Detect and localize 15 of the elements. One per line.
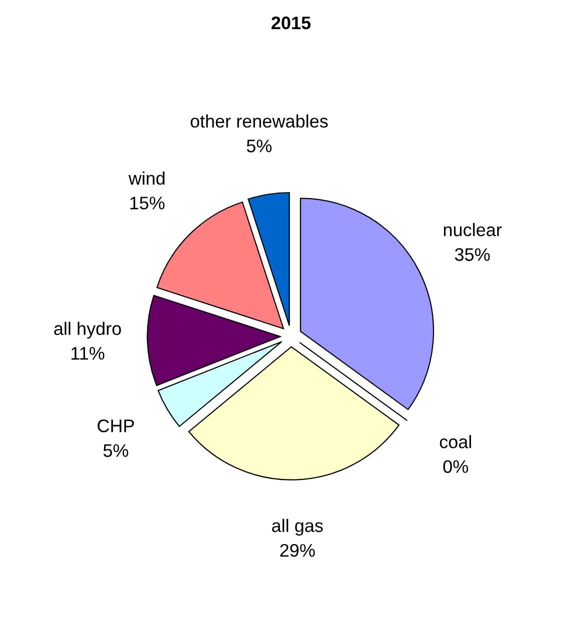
chart-title: 2015 [272,16,311,30]
data-label: 29% [280,544,315,557]
category-label: coal [440,435,472,448]
data-label: 5% [246,140,272,152]
slice-label: CHP [98,419,134,432]
data-label: 5% [103,444,128,457]
text: 0% [443,460,468,473]
slice-label: all hydro [54,322,121,339]
slice-label: nuclear [444,223,502,236]
data-label: 11% [72,347,104,360]
slice-label: other renewables [190,114,328,128]
data-label: 35% [454,248,490,261]
slice-label: wind [128,171,164,185]
data-label: 15% [130,196,165,210]
slice-label: all gas [272,518,323,536]
